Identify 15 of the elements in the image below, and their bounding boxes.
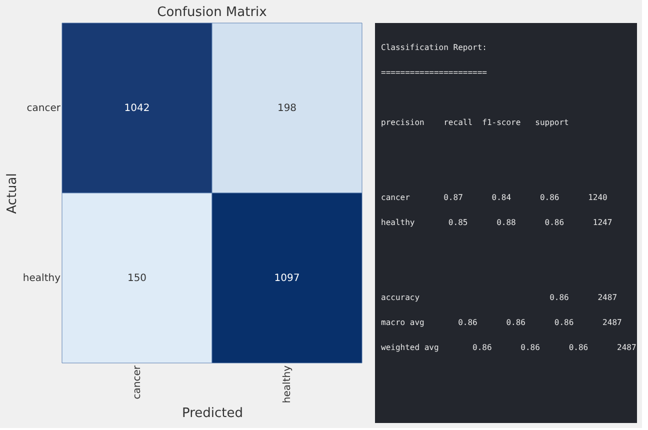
- text: weighted avg 0.86 0.86 0.86 2487: [381, 343, 636, 352]
- y-axis-title: Actual: [4, 173, 20, 214]
- data-label: 1042: [124, 103, 150, 114]
- text: Classification Report:: [381, 43, 487, 52]
- data-label: 150: [127, 273, 147, 284]
- text: precision recall f1-score support: [381, 118, 570, 127]
- text: cancer 0.87 0.84 0.86 1240: [381, 193, 608, 202]
- text: healthy 0.85 0.88 0.86 1247: [381, 218, 612, 227]
- data-label: 198: [277, 103, 297, 114]
- x-axis-title: Predicted: [182, 406, 244, 422]
- chart-title: Confusion Matrix: [157, 4, 268, 20]
- text: ======================: [381, 68, 488, 77]
- text: accuracy 0.86 2487: [381, 293, 618, 302]
- data-label: 1097: [274, 273, 300, 284]
- text: macro avg 0.86 0.86 0.86 2487: [381, 318, 622, 327]
